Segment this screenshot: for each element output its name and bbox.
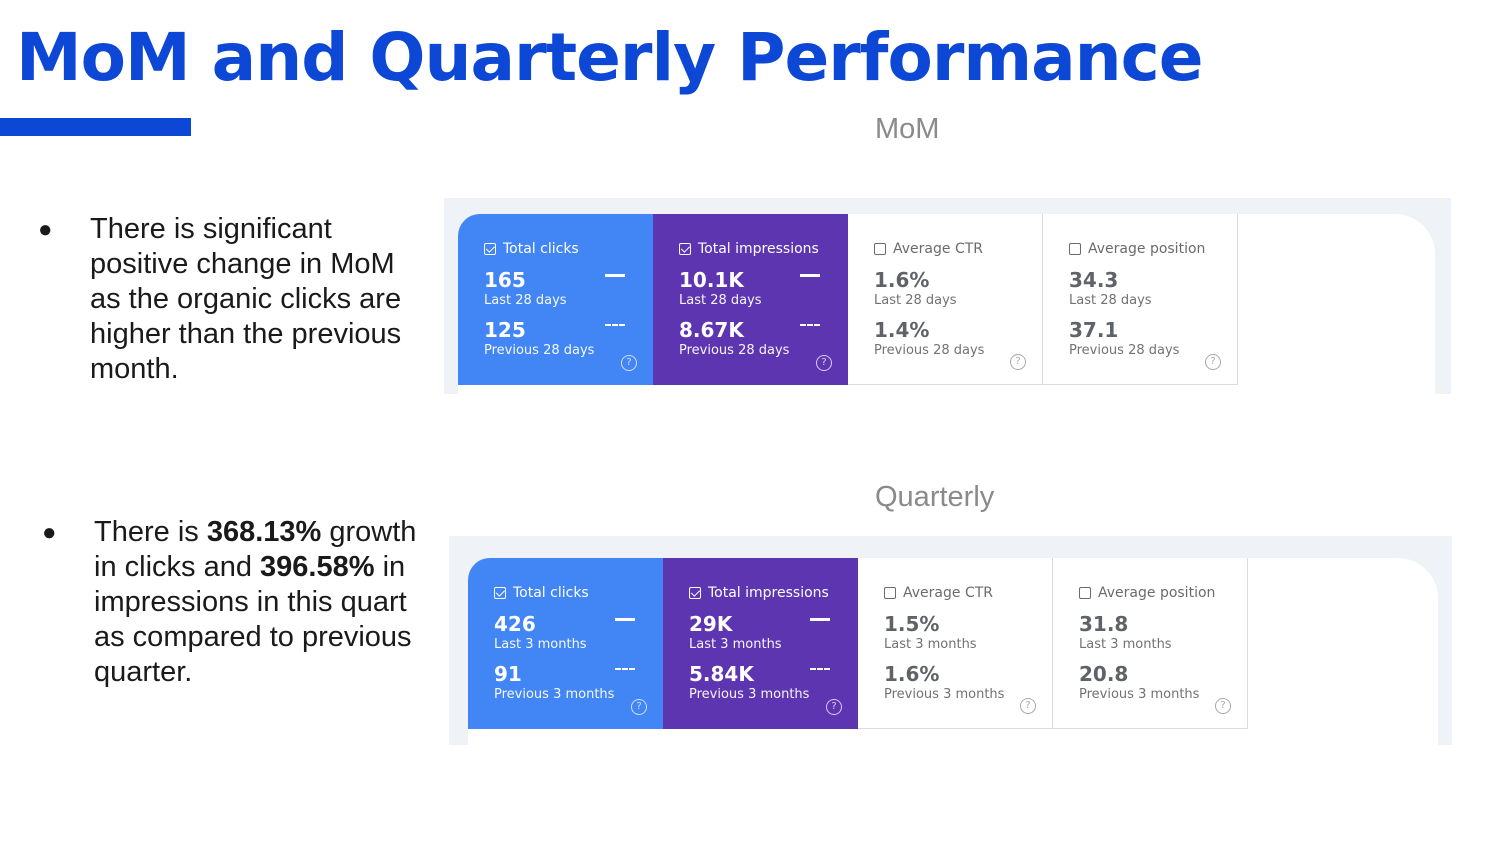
checkbox-unchecked-icon[interactable] xyxy=(1069,243,1081,255)
help-icon[interactable]: ? xyxy=(816,355,832,371)
checkbox-unchecked-icon[interactable] xyxy=(884,587,896,599)
solid-line-legend-icon xyxy=(800,274,820,277)
checkbox-checked-icon[interactable] xyxy=(679,243,691,255)
metric-current-value: 1.5% xyxy=(884,612,940,636)
mom-bullet-item: ● There is significant positive change i… xyxy=(38,212,430,387)
metric-current-label: Last 28 days xyxy=(874,293,957,308)
metric-toggle[interactable]: Total clicks xyxy=(494,583,663,603)
metric-title: Average position xyxy=(1088,241,1206,257)
checkbox-unchecked-icon[interactable] xyxy=(874,243,886,255)
metric-previous-value: 1.4% xyxy=(874,318,930,342)
help-icon[interactable]: ? xyxy=(621,355,637,371)
metric-current-value: 1.6% xyxy=(874,268,930,292)
mom-card-average-ctr[interactable]: Average CTR 1.6% Last 28 days 1.4% Previous … xyxy=(848,214,1043,385)
mom-card-total-clicks[interactable]: Total clicks 165 Last 28 days 125 Previous 2… xyxy=(458,214,653,385)
title-accent-bar xyxy=(0,118,191,136)
metric-previous-value: 8.67K xyxy=(679,318,744,342)
help-icon[interactable]: ? xyxy=(1215,698,1231,714)
metric-previous-value: 1.6% xyxy=(884,662,940,686)
metric-title: Average CTR xyxy=(893,241,983,257)
metric-current-value: 34.3 xyxy=(1069,268,1119,292)
quarterly-card-average-position[interactable]: Average position 31.8 Last 3 months 20.8 Pre… xyxy=(1053,558,1248,729)
clicks-growth-value: 368.13% xyxy=(206,516,322,548)
dashed-line-legend-icon xyxy=(615,668,635,670)
metric-current-label: Last 3 months xyxy=(689,637,782,652)
metric-previous-value: 91 xyxy=(494,662,522,686)
metric-toggle[interactable]: Total impressions xyxy=(689,583,858,603)
metric-previous-label: Previous 3 months xyxy=(689,687,810,702)
bullet-dot-icon: ● xyxy=(38,216,53,243)
metric-previous-label: Previous 3 months xyxy=(1079,687,1200,702)
metric-previous-label: Previous 28 days xyxy=(1069,343,1180,358)
mom-metric-cards: Total clicks 165 Last 28 days 125 Previous 2… xyxy=(458,214,1435,394)
quarterly-section-label: Quarterly xyxy=(875,481,995,513)
quarterly-bullet-item: ● There is 368.13% growth in clicks and … xyxy=(42,515,434,690)
metric-toggle[interactable]: Total clicks xyxy=(484,239,653,259)
metric-current-value: 10.1K xyxy=(679,268,744,292)
metric-previous-value: 125 xyxy=(484,318,526,342)
quarterly-bullet-list: ● There is 368.13% growth in clicks and … xyxy=(42,515,434,690)
metric-current-value: 426 xyxy=(494,612,536,636)
mom-bullet-list: ● There is significant positive change i… xyxy=(38,212,430,387)
page-title: MoM and Quarterly Performance xyxy=(16,19,1204,96)
metric-toggle[interactable]: Average CTR xyxy=(874,239,1042,259)
quarterly-card-total-impressions[interactable]: Total impressions 29K Last 3 months 5.84K Pr… xyxy=(663,558,858,729)
metric-previous-value: 5.84K xyxy=(689,662,754,686)
metric-toggle[interactable]: Total impressions xyxy=(679,239,848,259)
dashed-line-legend-icon xyxy=(810,668,830,670)
quarterly-card-average-ctr[interactable]: Average CTR 1.5% Last 3 months 1.6% Previous… xyxy=(858,558,1053,729)
mom-bullet-text: There is significant positive change in … xyxy=(90,213,402,385)
checkbox-checked-icon[interactable] xyxy=(689,587,701,599)
metric-current-label: Last 28 days xyxy=(484,293,567,308)
metric-current-value: 165 xyxy=(484,268,526,292)
bullet-dot-icon: ● xyxy=(42,519,57,546)
metric-current-label: Last 3 months xyxy=(494,637,587,652)
metric-title: Total impressions xyxy=(698,241,819,257)
mom-card-total-impressions[interactable]: Total impressions 10.1K Last 28 days 8.67K P… xyxy=(653,214,848,385)
quarterly-metric-cards: Total clicks 426 Last 3 months 91 Previous 3… xyxy=(468,558,1438,745)
checkbox-checked-icon[interactable] xyxy=(494,587,506,599)
help-icon[interactable]: ? xyxy=(1010,354,1026,370)
metric-current-value: 31.8 xyxy=(1079,612,1129,636)
solid-line-legend-icon xyxy=(615,618,635,621)
quarterly-card-total-clicks[interactable]: Total clicks 426 Last 3 months 91 Previous 3… xyxy=(468,558,663,729)
help-icon[interactable]: ? xyxy=(1020,698,1036,714)
metric-current-label: Last 28 days xyxy=(679,293,762,308)
dashed-line-legend-icon xyxy=(800,324,820,326)
metric-previous-value: 37.1 xyxy=(1069,318,1119,342)
metric-previous-label: Previous 28 days xyxy=(874,343,985,358)
metric-title: Average CTR xyxy=(903,585,993,601)
help-icon[interactable]: ? xyxy=(631,699,647,715)
metric-toggle[interactable]: Average position xyxy=(1079,583,1247,603)
solid-line-legend-icon xyxy=(605,274,625,277)
help-icon[interactable]: ? xyxy=(1205,354,1221,370)
metric-previous-label: Previous 28 days xyxy=(679,343,790,358)
metric-current-label: Last 3 months xyxy=(884,637,977,652)
metric-title: Average position xyxy=(1098,585,1216,601)
metric-current-label: Last 3 months xyxy=(1079,637,1172,652)
metric-current-value: 29K xyxy=(689,612,733,636)
mom-card-average-position[interactable]: Average position 34.3 Last 28 days 37.1 Prev… xyxy=(1043,214,1238,385)
solid-line-legend-icon xyxy=(810,618,830,621)
impressions-growth-value: 396.58% xyxy=(260,551,375,583)
metric-title: Total impressions xyxy=(708,585,829,601)
metric-current-label: Last 28 days xyxy=(1069,293,1152,308)
metric-previous-label: Previous 3 months xyxy=(494,687,615,702)
dashed-line-legend-icon xyxy=(605,324,625,326)
mom-section-label: MoM xyxy=(875,113,940,145)
metric-previous-label: Previous 3 months xyxy=(884,687,1005,702)
metric-previous-label: Previous 28 days xyxy=(484,343,595,358)
metric-title: Total clicks xyxy=(503,241,579,257)
metric-title: Total clicks xyxy=(513,585,589,601)
metric-toggle[interactable]: Average position xyxy=(1069,239,1237,259)
quarterly-bullet-text: There is 368.13% growth in clicks and 39… xyxy=(94,516,417,688)
checkbox-checked-icon[interactable] xyxy=(484,243,496,255)
checkbox-unchecked-icon[interactable] xyxy=(1079,587,1091,599)
help-icon[interactable]: ? xyxy=(826,699,842,715)
metric-previous-value: 20.8 xyxy=(1079,662,1129,686)
metric-toggle[interactable]: Average CTR xyxy=(884,583,1052,603)
